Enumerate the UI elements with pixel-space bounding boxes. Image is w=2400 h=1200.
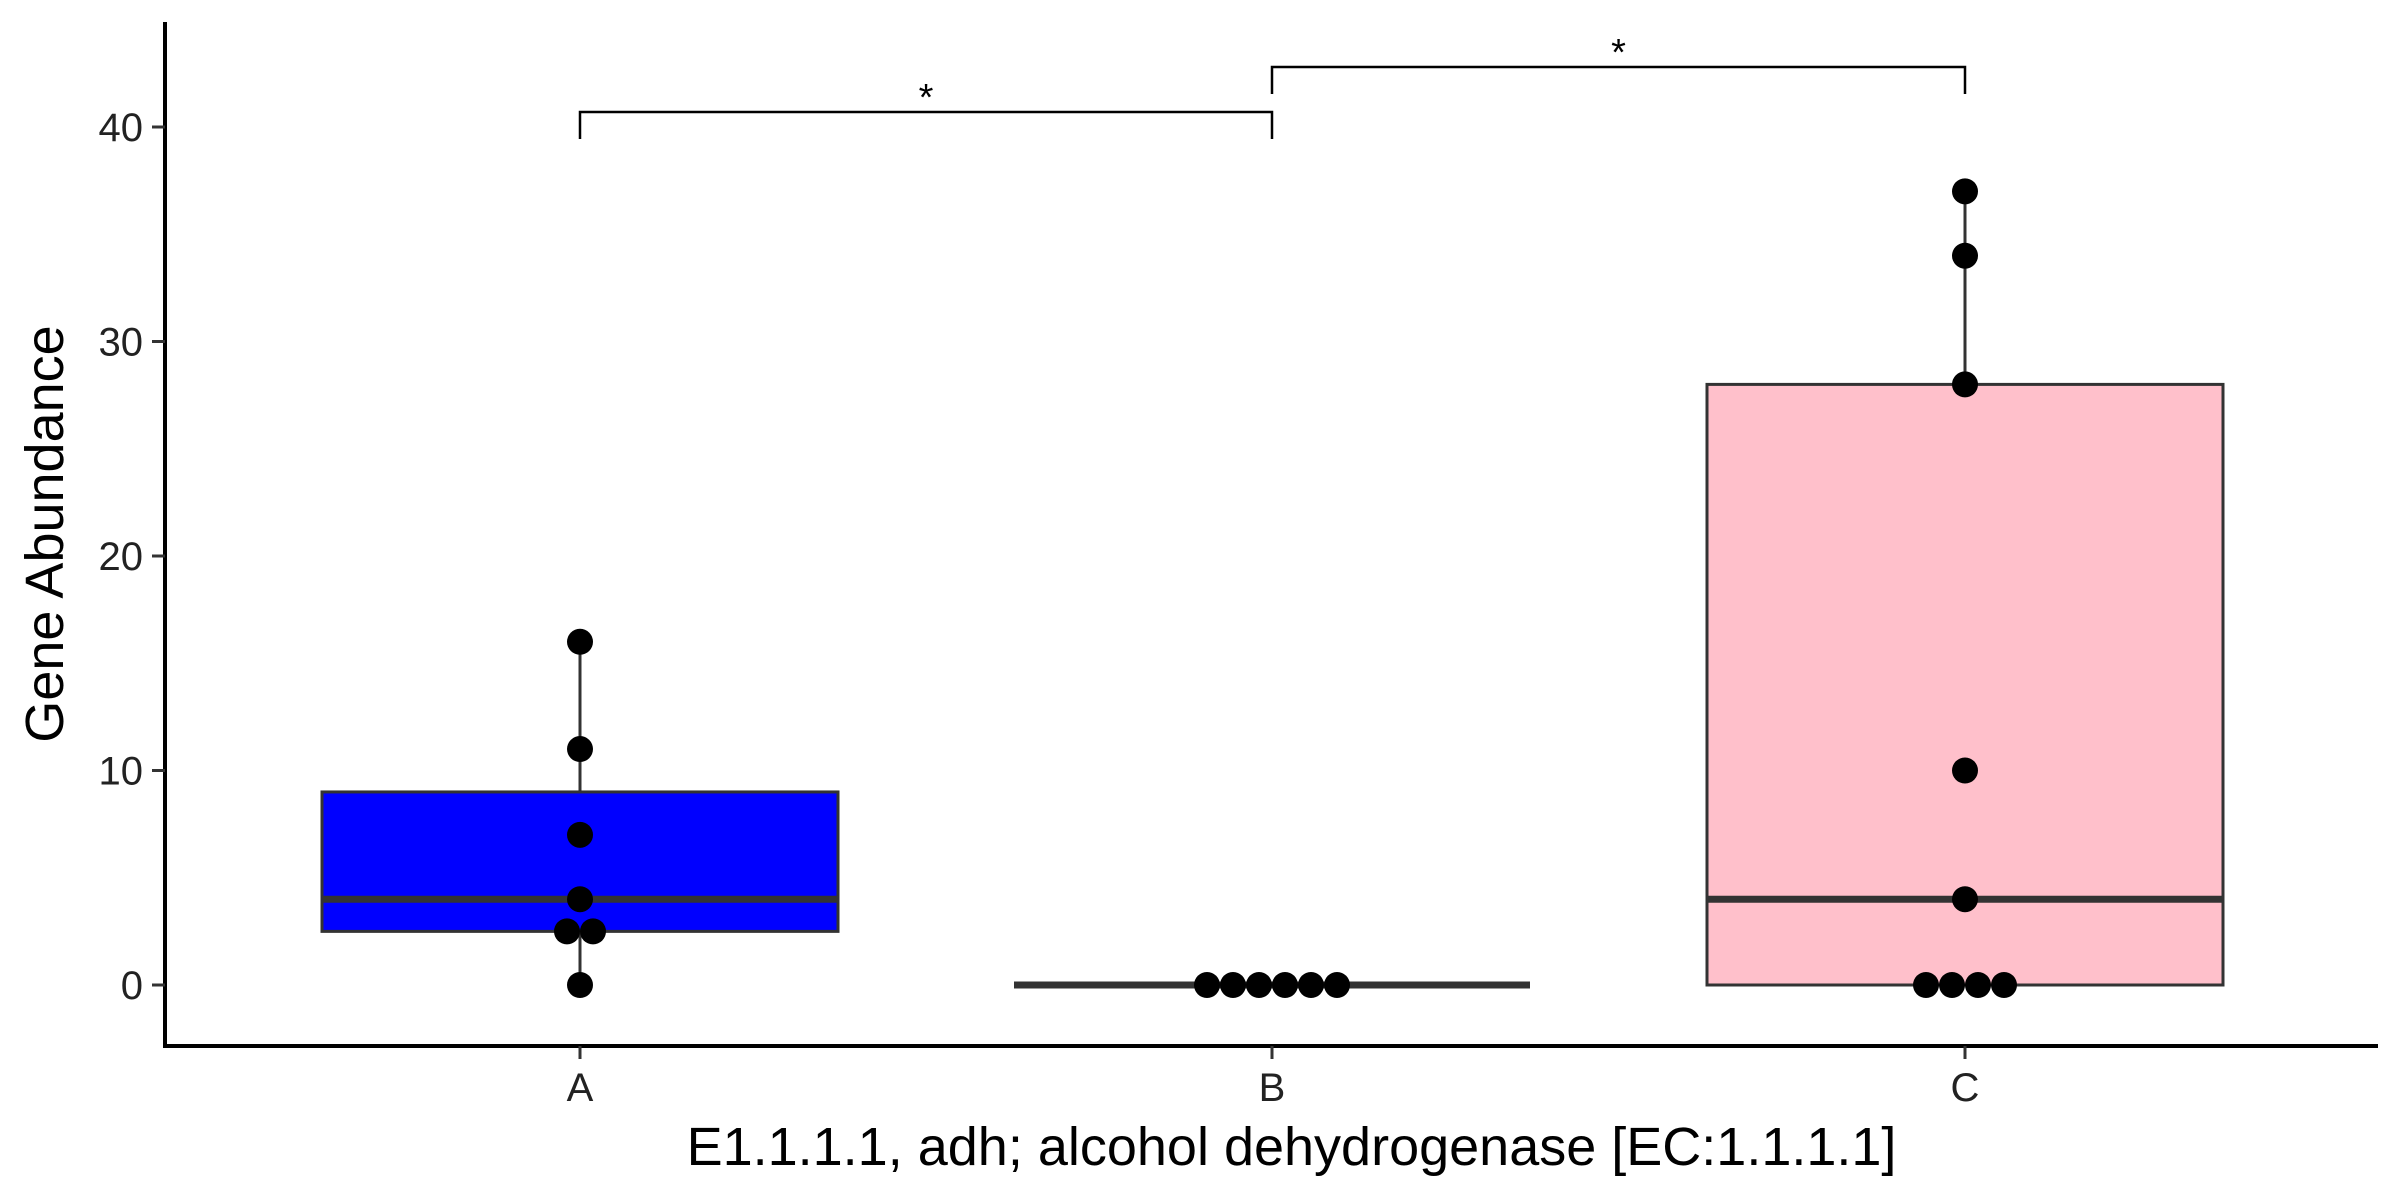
data-point-C-4 — [1952, 886, 1978, 913]
data-point-C-2 — [1965, 972, 1991, 998]
data-point-B-3 — [1272, 972, 1298, 998]
data-point-A-2 — [580, 918, 606, 945]
x-tick-label-C: C — [1951, 1066, 1980, 1110]
data-point-A-4 — [567, 821, 593, 848]
y-axis-title: Gene Abundance — [15, 325, 75, 742]
data-point-A-5 — [567, 736, 593, 763]
x-axis-title: E1.1.1.1, adh; alcohol dehydrogenase [EC… — [687, 1117, 1897, 1177]
x-tick-label-A: A — [567, 1066, 594, 1110]
y-tick-label-20: 20 — [99, 535, 144, 579]
significance-brackets: ** — [578, 32, 1967, 139]
points-layer — [554, 178, 2017, 998]
y-tick-label-40: 40 — [99, 106, 144, 150]
significance-bracket-B-C — [1270, 65, 1967, 94]
y-axis-ticks: 0 10 20 30 40 — [99, 106, 165, 1008]
significance-bracket-A-B — [578, 110, 1274, 139]
y-tick-label-10: 10 — [99, 750, 144, 794]
data-point-C-1 — [1939, 972, 1965, 998]
data-point-C-3 — [1991, 972, 2017, 998]
data-point-B-1 — [1220, 972, 1246, 998]
data-point-A-3 — [567, 886, 593, 913]
box-C — [1705, 382, 2225, 987]
data-point-B-2 — [1246, 972, 1272, 998]
boxes-layer — [320, 191, 2225, 989]
x-axis-ticks: A B C — [567, 1046, 1980, 1110]
y-tick-label-0: 0 — [121, 964, 143, 1008]
data-point-C-8 — [1952, 178, 1978, 205]
data-point-C-6 — [1952, 371, 1978, 398]
data-point-A-1 — [554, 918, 580, 945]
significance-label-B-C: * — [1611, 32, 1626, 74]
y-tick-label-30: 30 — [99, 321, 144, 365]
data-point-B-4 — [1298, 972, 1324, 998]
data-point-A-0 — [567, 972, 593, 998]
data-point-C-7 — [1952, 242, 1978, 269]
data-point-C-5 — [1952, 757, 1978, 784]
data-point-B-5 — [1324, 972, 1350, 998]
data-point-C-0 — [1913, 972, 1939, 998]
data-point-B-0 — [1194, 972, 1220, 998]
data-point-A-6 — [567, 628, 593, 655]
x-tick-label-B: B — [1259, 1066, 1286, 1110]
significance-label-A-B: * — [919, 77, 934, 119]
